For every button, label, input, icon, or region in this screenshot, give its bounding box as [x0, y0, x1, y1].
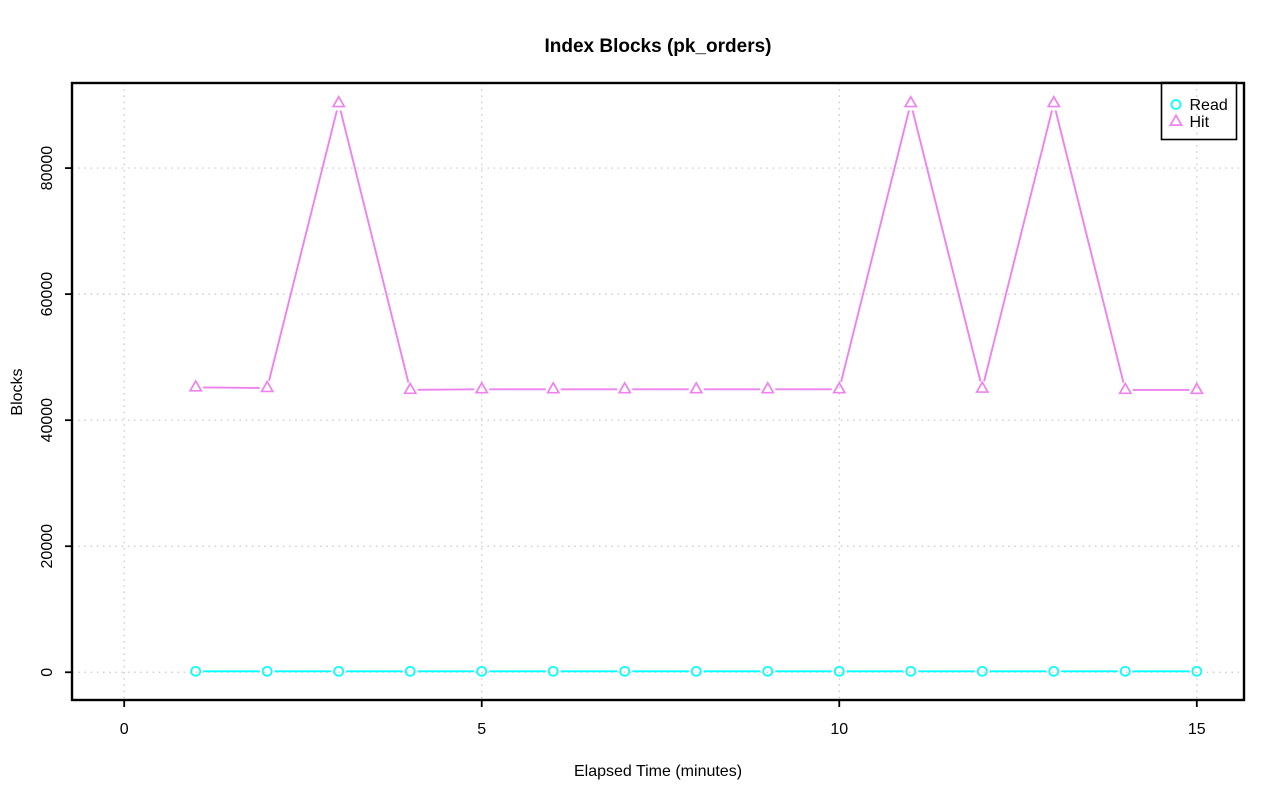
data-series: [188, 95, 1204, 677]
triangle-marker: [260, 379, 275, 393]
series-segment: [983, 110, 1053, 382]
triangle-marker: [474, 381, 489, 394]
circle-marker: [905, 665, 917, 677]
series-hit: [188, 95, 1204, 395]
circle-marker: [547, 665, 559, 677]
circle-marker: [190, 665, 202, 677]
circle-marker: [833, 665, 845, 677]
triangle-marker: [689, 381, 704, 394]
series-segment: [268, 110, 338, 381]
circle-marker: [762, 665, 774, 677]
triangle-marker: [188, 379, 203, 392]
circle-marker: [1191, 665, 1203, 677]
triangle-marker: [832, 381, 847, 394]
x-tick-label: 0: [120, 721, 129, 738]
circle-marker: [404, 665, 416, 677]
y-axis-label: Blocks: [9, 368, 26, 415]
x-tick-label: 15: [1188, 721, 1206, 738]
circle-marker: [476, 665, 488, 677]
y-tick-label: 40000: [39, 398, 56, 443]
circle-marker: [976, 665, 988, 677]
plot-border: [70, 81, 1246, 702]
circle-marker: [690, 665, 702, 677]
triangle-marker: [975, 380, 990, 393]
y-tick-label: 60000: [39, 272, 56, 317]
y-tick-label: 80000: [39, 146, 56, 191]
circle-marker: [1119, 665, 1131, 677]
axes: 0 5 10 15 0 20000 40000 60000 80000: [39, 81, 1246, 738]
series-segment: [339, 110, 410, 383]
triangle-marker: [903, 95, 918, 108]
triangle-marker: [617, 381, 632, 394]
triangle-marker: [760, 381, 775, 394]
circle-marker: [1170, 99, 1182, 110]
circle-marker: [619, 665, 631, 677]
triangle-marker: [1189, 381, 1204, 395]
series-segment: [911, 110, 982, 382]
y-tick-label: 0: [39, 668, 56, 677]
circle-marker: [333, 665, 345, 677]
circle-marker: [1048, 665, 1060, 677]
triangle-marker: [1168, 113, 1184, 126]
triangle-marker: [1046, 95, 1061, 108]
y-tick-label: 20000: [39, 524, 56, 569]
legend-border: [1160, 81, 1238, 141]
triangle-marker: [546, 381, 561, 394]
x-axis-label: Elapsed Time (minutes): [574, 763, 742, 780]
legend-entry-label: Hit: [1190, 114, 1210, 131]
triangle-marker: [403, 381, 418, 395]
series-read: [190, 665, 1203, 677]
triangle-marker: [331, 95, 346, 108]
x-tick-label: 5: [477, 721, 486, 738]
triangle-marker: [1118, 381, 1133, 395]
legend-entry-label: Read: [1190, 97, 1228, 114]
x-tick-label: 10: [830, 721, 848, 738]
chart-title: Index Blocks (pk_orders): [544, 36, 771, 57]
series-segment: [1054, 110, 1125, 383]
circle-marker: [261, 665, 273, 677]
series-segment: [840, 110, 910, 383]
gridlines: [72, 83, 1244, 700]
